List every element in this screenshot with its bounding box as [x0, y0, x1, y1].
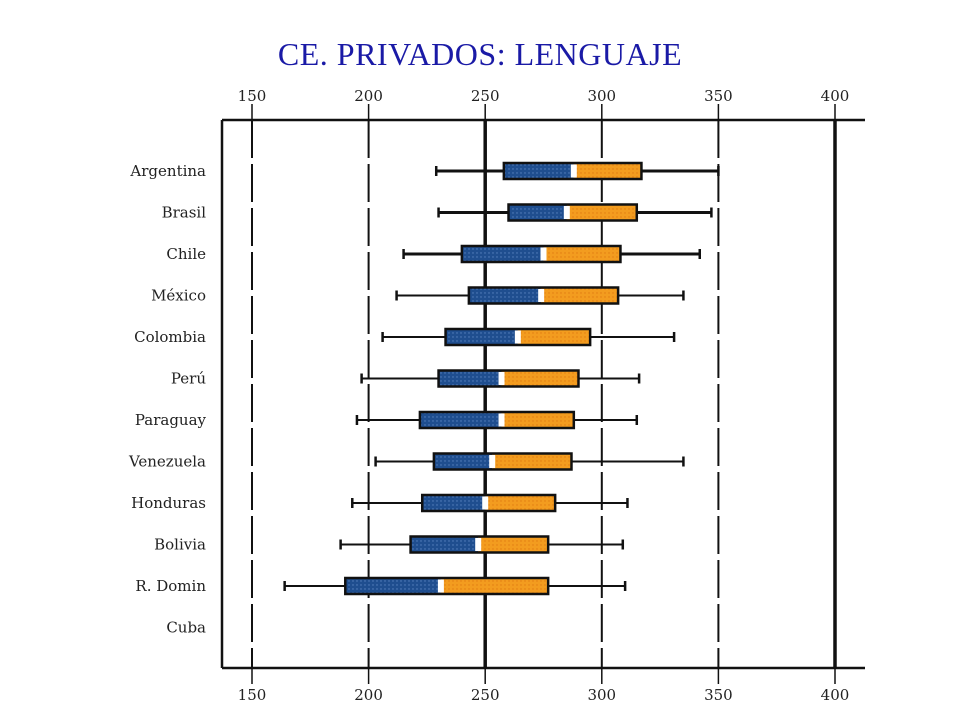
category-labels: Argentina Brasil Chile México Colombia Perú Pa… — [128, 162, 207, 637]
gridlines — [251, 120, 837, 668]
upper-box — [573, 163, 642, 179]
box-outline — [507, 203, 639, 222]
category-label: Perú — [171, 370, 206, 388]
bottom-tick-label: 200 — [354, 686, 383, 704]
top-tick-labels: 150 200 250 300 350 400 — [238, 87, 850, 120]
box-outline — [420, 493, 557, 513]
bottom-tick-label: 300 — [587, 686, 616, 704]
upper-box — [541, 287, 619, 304]
lower-box — [433, 453, 493, 470]
category-label: Venezuela — [128, 453, 206, 471]
category-label: Brasil — [162, 204, 207, 222]
box-colombia — [381, 327, 676, 347]
bottom-tick-label: 250 — [471, 686, 500, 704]
box-brasil — [437, 203, 713, 222]
median-mark — [538, 289, 545, 302]
bottom-tick-label: 400 — [821, 686, 850, 704]
category-label: Argentina — [129, 162, 206, 180]
category-label: Colombia — [134, 328, 206, 346]
median-mark — [570, 164, 577, 178]
median-mark — [482, 496, 489, 510]
lower-box — [345, 578, 441, 594]
top-tick-label: 350 — [704, 87, 733, 105]
upper-box — [543, 246, 621, 262]
box-outline — [432, 452, 573, 471]
box-outline — [467, 286, 620, 305]
box-chile — [402, 244, 701, 264]
box-m-xico — [395, 286, 685, 305]
box-per- — [360, 369, 641, 388]
category-label: R. Domin — [135, 577, 206, 595]
box-outline — [418, 410, 576, 430]
upper-box — [485, 495, 556, 511]
median-mark — [437, 579, 444, 593]
median-mark — [475, 538, 482, 551]
upper-box — [492, 453, 572, 470]
median-mark — [563, 206, 570, 219]
top-tick-label: 150 — [238, 87, 267, 105]
box-outline — [502, 161, 643, 181]
lower-box — [422, 495, 486, 511]
box-series — [283, 161, 720, 596]
upper-box — [517, 329, 591, 345]
top-tick-label: 200 — [354, 87, 383, 105]
box-bolivia — [339, 535, 625, 554]
upper-box — [566, 204, 637, 221]
bottom-tick-label: 150 — [238, 686, 267, 704]
lower-box — [461, 246, 544, 262]
median-mark — [498, 372, 505, 385]
box-argentina — [434, 161, 720, 181]
upper-box — [501, 412, 574, 428]
median-mark — [489, 455, 496, 468]
box-honduras — [351, 493, 629, 513]
box-outline — [444, 327, 592, 347]
top-tick-label: 400 — [821, 87, 850, 105]
bottom-tick-label: 350 — [704, 686, 733, 704]
upper-box — [478, 536, 549, 553]
category-label: Chile — [166, 245, 206, 263]
box-outline — [437, 369, 580, 388]
plot-frame — [220, 118, 865, 670]
box-r-domin — [283, 576, 627, 596]
category-label: Bolivia — [154, 536, 206, 554]
chart-title: CE. PRIVADOS: LENGUAJE — [277, 36, 683, 72]
box-paraguay — [355, 410, 639, 430]
box-outline — [460, 244, 622, 264]
box-outline — [409, 535, 550, 554]
median-mark — [540, 247, 547, 261]
top-tick-label: 300 — [587, 87, 616, 105]
category-label: Honduras — [131, 494, 206, 512]
lower-box — [445, 329, 518, 345]
lower-box — [419, 412, 502, 428]
median-mark — [498, 413, 505, 427]
category-label: Paraguay — [135, 411, 207, 429]
category-label: Cuba — [166, 619, 206, 637]
lower-box — [468, 287, 542, 304]
category-label: México — [151, 287, 206, 305]
upper-box — [440, 578, 549, 594]
lower-box — [410, 536, 479, 553]
lower-box — [508, 204, 567, 221]
box-outline — [344, 576, 550, 596]
upper-box — [501, 370, 579, 387]
bottom-tick-labels: 150 200 250 300 350 400 — [238, 668, 850, 704]
lower-box — [503, 163, 574, 179]
lower-box — [438, 370, 502, 387]
median-mark — [514, 330, 521, 344]
top-tick-label: 250 — [471, 87, 500, 105]
box-venezuela — [374, 452, 685, 471]
